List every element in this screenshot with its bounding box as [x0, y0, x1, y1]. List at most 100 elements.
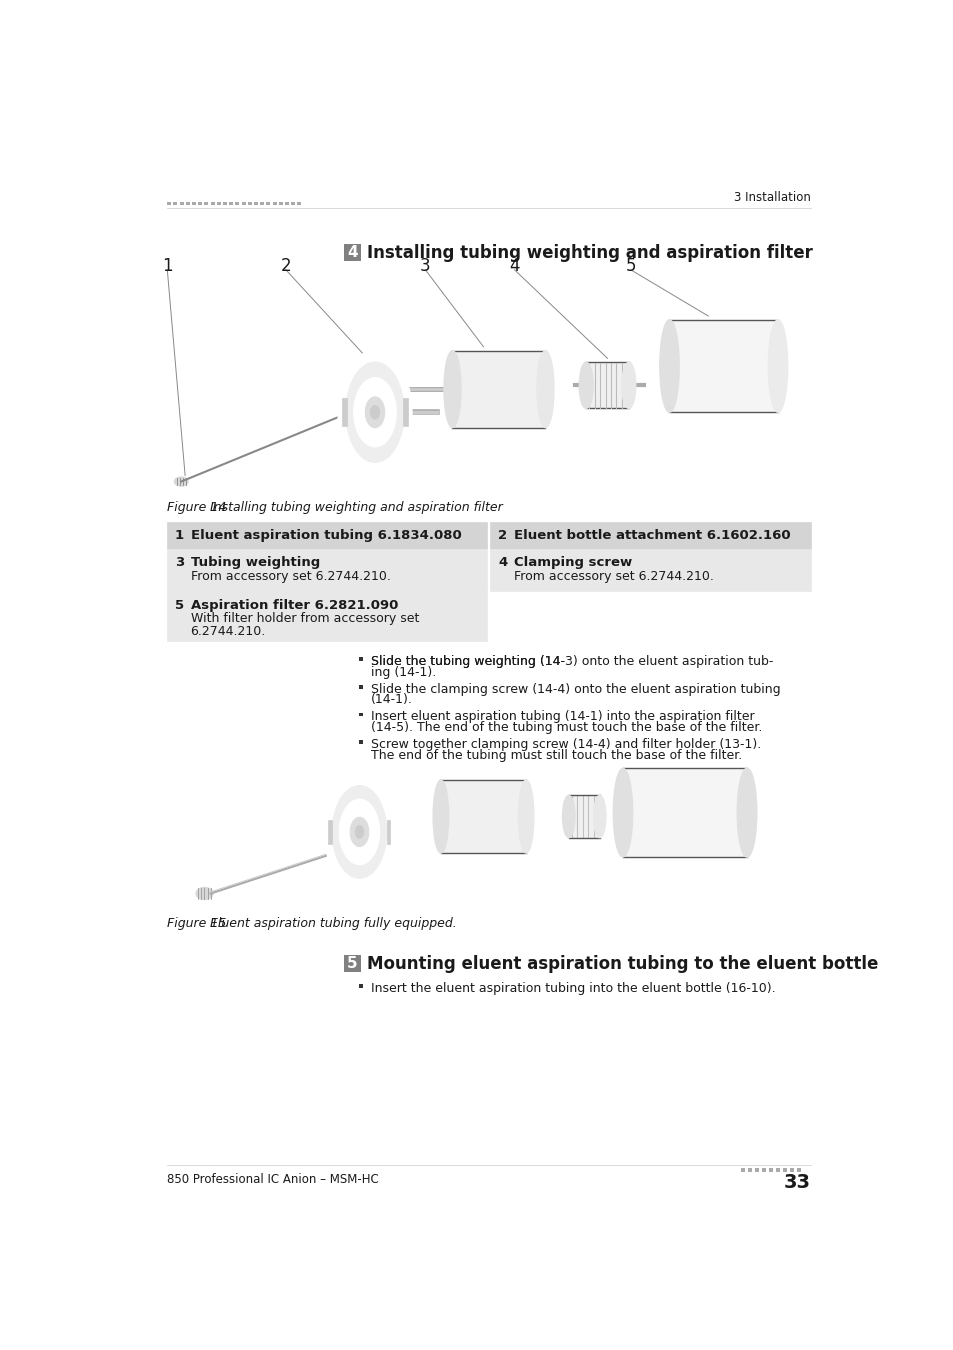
- Bar: [204, 202, 208, 205]
- Ellipse shape: [370, 405, 379, 420]
- Bar: [760, 1168, 765, 1172]
- Text: Slide the tubing weighting (14-: Slide the tubing weighting (14-: [371, 655, 564, 668]
- Text: 1: 1: [174, 529, 184, 541]
- Ellipse shape: [443, 351, 460, 428]
- Ellipse shape: [767, 320, 787, 412]
- Ellipse shape: [350, 817, 369, 846]
- Ellipse shape: [737, 768, 756, 857]
- Text: From accessory set 6.2744.210.: From accessory set 6.2744.210.: [191, 570, 390, 583]
- Bar: [291, 202, 294, 205]
- Bar: [440, 780, 525, 853]
- Bar: [342, 398, 347, 427]
- Text: The end of the tubing must still touch the base of the filter.: The end of the tubing must still touch t…: [371, 749, 741, 761]
- Ellipse shape: [578, 362, 593, 409]
- Bar: [568, 795, 599, 837]
- Text: Clamping screw: Clamping screw: [513, 556, 631, 570]
- Text: Tubing weighting: Tubing weighting: [191, 556, 319, 570]
- Ellipse shape: [337, 351, 412, 474]
- Bar: [359, 713, 363, 717]
- Bar: [490, 522, 810, 548]
- Text: 4: 4: [347, 246, 357, 261]
- Text: From accessory set 6.2744.210.: From accessory set 6.2744.210.: [513, 570, 713, 583]
- Text: Slide the clamping screw (14-4) onto the eluent aspiration tubing: Slide the clamping screw (14-4) onto the…: [371, 683, 780, 695]
- Text: Eluent aspiration tubing fully equipped.: Eluent aspiration tubing fully equipped.: [210, 917, 456, 930]
- Text: Figure 15: Figure 15: [167, 917, 227, 930]
- Ellipse shape: [613, 768, 632, 857]
- Bar: [669, 320, 778, 412]
- Text: 5: 5: [174, 598, 184, 612]
- Text: 5: 5: [625, 256, 636, 275]
- Ellipse shape: [562, 795, 575, 837]
- Text: Insert eluent aspiration tubing (14-1) into the aspiration filter: Insert eluent aspiration tubing (14-1) i…: [371, 710, 754, 724]
- Ellipse shape: [433, 780, 448, 853]
- Bar: [747, 1168, 752, 1172]
- Bar: [241, 202, 245, 205]
- Bar: [344, 244, 360, 262]
- Bar: [235, 202, 239, 205]
- Bar: [179, 202, 183, 205]
- Ellipse shape: [324, 772, 394, 891]
- Ellipse shape: [365, 397, 384, 428]
- Text: 2: 2: [497, 529, 507, 541]
- Bar: [167, 522, 487, 548]
- Ellipse shape: [537, 351, 554, 428]
- Bar: [248, 202, 252, 205]
- Text: Aspiration filter 6.2821.090: Aspiration filter 6.2821.090: [191, 598, 397, 612]
- Bar: [789, 1168, 794, 1172]
- Bar: [253, 202, 257, 205]
- Text: Insert the eluent aspiration tubing into the eluent bottle (16-10).: Insert the eluent aspiration tubing into…: [371, 981, 775, 995]
- Bar: [167, 202, 171, 205]
- Bar: [754, 1168, 759, 1172]
- Bar: [216, 202, 220, 205]
- Ellipse shape: [355, 825, 363, 838]
- Bar: [402, 398, 407, 427]
- Ellipse shape: [174, 477, 188, 486]
- Text: 850 Professional IC Anion – MSM-HC: 850 Professional IC Anion – MSM-HC: [167, 1173, 378, 1187]
- Bar: [740, 1168, 744, 1172]
- Ellipse shape: [593, 795, 605, 837]
- Bar: [192, 202, 195, 205]
- Text: Installing tubing weighting and aspiration filter: Installing tubing weighting and aspirati…: [210, 501, 502, 514]
- Bar: [273, 202, 276, 205]
- Bar: [211, 202, 214, 205]
- Text: 33: 33: [782, 1173, 810, 1192]
- Ellipse shape: [659, 320, 679, 412]
- Text: 3: 3: [174, 556, 184, 570]
- Bar: [260, 202, 264, 205]
- Text: 6.2744.210.: 6.2744.210.: [191, 625, 266, 637]
- Bar: [490, 548, 810, 591]
- Ellipse shape: [332, 786, 386, 878]
- Bar: [229, 202, 233, 205]
- Bar: [344, 954, 360, 972]
- Text: 4: 4: [509, 256, 519, 275]
- Bar: [585, 362, 628, 409]
- Text: With filter holder from accessory set: With filter holder from accessory set: [191, 613, 418, 625]
- Text: 4: 4: [497, 556, 507, 570]
- Text: 3 Installation: 3 Installation: [733, 192, 810, 204]
- Ellipse shape: [339, 799, 379, 864]
- Bar: [359, 684, 363, 688]
- Bar: [186, 202, 190, 205]
- Bar: [359, 657, 363, 661]
- Bar: [452, 351, 545, 428]
- Bar: [223, 202, 227, 205]
- Text: Figure 14: Figure 14: [167, 501, 227, 514]
- Text: Mounting eluent aspiration tubing to the eluent bottle: Mounting eluent aspiration tubing to the…: [367, 954, 878, 972]
- Bar: [173, 202, 177, 205]
- Ellipse shape: [621, 362, 635, 409]
- Ellipse shape: [517, 780, 534, 853]
- Bar: [278, 202, 282, 205]
- Bar: [285, 202, 289, 205]
- Text: (14-1).: (14-1).: [371, 694, 413, 706]
- Bar: [796, 1168, 801, 1172]
- Text: ing (14-1).: ing (14-1).: [371, 666, 436, 679]
- Text: 2: 2: [280, 256, 291, 275]
- Bar: [768, 1168, 773, 1172]
- Bar: [781, 1168, 786, 1172]
- Text: 5: 5: [347, 956, 357, 971]
- Text: Eluent bottle attachment 6.1602.160: Eluent bottle attachment 6.1602.160: [513, 529, 789, 541]
- Bar: [198, 202, 202, 205]
- Bar: [386, 819, 390, 844]
- Bar: [328, 819, 332, 844]
- Text: Installing tubing weighting and aspiration filter: Installing tubing weighting and aspirati…: [367, 244, 812, 262]
